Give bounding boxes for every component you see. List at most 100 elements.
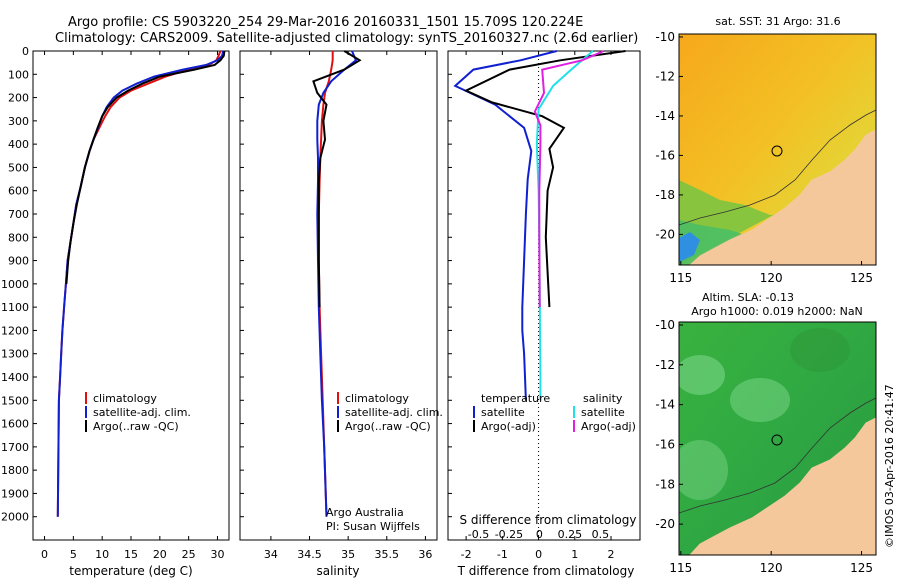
annotation-pi: PI: Susan Wijffels bbox=[326, 520, 420, 533]
sla-map: Altim. SLA: -0.13 Argo h1000: 0.019 h200… bbox=[655, 291, 877, 575]
lon-tick-label: 120 bbox=[760, 561, 783, 575]
y-tick-label: 600 bbox=[8, 185, 29, 198]
sst-argo-location-marker bbox=[771, 145, 783, 157]
difference-plot: -2 -1 0 1 2 -0.5 -0.25 0 0.25 0.5 bbox=[448, 50, 626, 561]
temperature-plot: 0 5 10 15 20 25 300100200300400500600700800900… bbox=[1, 45, 226, 561]
series-line-t-satellite bbox=[453, 50, 557, 401]
lat-tick-label: -10 bbox=[655, 318, 675, 332]
s-tick-label: 0.5 bbox=[592, 528, 610, 541]
legend-argo-label: Argo(..raw -QC) bbox=[93, 420, 179, 433]
y-tick-label: 1500 bbox=[1, 394, 29, 407]
x-tick-label: 25 bbox=[182, 548, 196, 561]
lat-tick-label: -20 bbox=[655, 227, 675, 241]
s-tick-label: 0 bbox=[536, 528, 543, 541]
x-tick-label: -1 bbox=[497, 548, 508, 561]
sla-map-axes: 115 120 125 -10 -12 -14 -16 -18 -20 bbox=[655, 318, 873, 575]
series-line-climatology bbox=[56, 50, 222, 517]
sst-land bbox=[689, 34, 876, 265]
x-tick-label: 34 bbox=[264, 548, 278, 561]
lat-tick-label: -10 bbox=[655, 30, 675, 44]
salinity-plot-frame bbox=[239, 50, 438, 541]
y-tick-label: 0 bbox=[22, 45, 29, 58]
x-tick-label: 1 bbox=[571, 548, 578, 561]
legend-climatology-label: climatology bbox=[345, 392, 409, 405]
y-tick-label: 500 bbox=[8, 161, 29, 174]
lat-tick-label: -12 bbox=[655, 69, 675, 83]
figure-title-line1: Argo profile: CS 5903220_254 29-Mar-2016… bbox=[68, 15, 583, 30]
x-tick-label: 5 bbox=[70, 548, 77, 561]
y-tick-label: 1200 bbox=[1, 324, 29, 337]
y-tick-label: 1700 bbox=[1, 441, 29, 454]
legend-salinity-heading: salinity bbox=[583, 392, 623, 405]
y-tick-label: 1100 bbox=[1, 301, 29, 314]
y-tick-label: 1800 bbox=[1, 464, 29, 477]
y-tick-label: 1300 bbox=[1, 348, 29, 361]
salinity-legend: climatology satellite-adj. clim. Argo(..… bbox=[337, 392, 443, 433]
x-tick-label: 0 bbox=[535, 548, 542, 561]
lon-tick-label: 115 bbox=[669, 561, 692, 575]
difference-xlabel: T difference from climatology bbox=[457, 564, 635, 578]
sla-argo-location-marker bbox=[771, 434, 783, 446]
imos-watermark: ©IMOS 03-Apr-2016 20:41:47 bbox=[883, 384, 896, 548]
sst-map-title: sat. SST: 31 Argo: 31.6 bbox=[715, 15, 840, 28]
x-tick-label: 35.5 bbox=[375, 548, 400, 561]
y-tick-label: 400 bbox=[8, 138, 29, 151]
series-line-s-satellite bbox=[535, 50, 594, 401]
legend-satellite-label: satellite-adj. clim. bbox=[93, 406, 191, 419]
temperature-plot-frame bbox=[32, 50, 230, 541]
sla-map-title-line1: Altim. SLA: -0.13 bbox=[702, 291, 794, 304]
series-line-satellite-adj-clim- bbox=[316, 50, 358, 517]
sst-map: sat. SST: 31 Argo: 31.6 115 120 125 -10 -12 -… bbox=[655, 15, 877, 285]
lat-tick-label: -12 bbox=[655, 358, 675, 372]
sst-coastal-green bbox=[679, 220, 760, 265]
sla-high-patch-2 bbox=[730, 378, 790, 422]
x-tick-label: 20 bbox=[153, 548, 167, 561]
temperature-xlabel: temperature (deg C) bbox=[69, 564, 192, 578]
s-tick-label: -0.25 bbox=[495, 528, 523, 541]
legend-t-argo-label: Argo(-adj) bbox=[481, 420, 536, 433]
sst-map-frame bbox=[678, 33, 877, 266]
y-tick-label: 1400 bbox=[1, 371, 29, 384]
y-tick-label: 700 bbox=[8, 208, 29, 221]
sst-bathymetry-contour bbox=[679, 109, 876, 226]
lon-tick-label: 125 bbox=[850, 271, 873, 285]
sla-high-patch-3 bbox=[679, 440, 728, 500]
legend-satellite-label: satellite-adj. clim. bbox=[345, 406, 443, 419]
legend-s-satellite-label: satellite bbox=[581, 406, 625, 419]
sla-bathymetry-contour bbox=[679, 397, 876, 514]
legend-temperature-heading: temperature bbox=[481, 392, 550, 405]
legend-argo-label: Argo(..raw -QC) bbox=[345, 420, 431, 433]
s-tick-label: 0.25 bbox=[558, 528, 583, 541]
figure-title-line2: Climatology: CARS2009. Satellite-adjuste… bbox=[55, 31, 638, 46]
lat-tick-label: -14 bbox=[655, 398, 675, 412]
x-tick-label: -2 bbox=[461, 548, 472, 561]
y-tick-label: 100 bbox=[8, 68, 29, 81]
difference-legend: temperature satellite Argo(-adj) salinit… bbox=[473, 392, 636, 433]
y-tick-label: 1000 bbox=[1, 278, 29, 291]
lon-tick-label: 115 bbox=[669, 271, 692, 285]
series-line-s-argo-adj- bbox=[533, 50, 605, 308]
legend-s-argo-label: Argo(-adj) bbox=[581, 420, 636, 433]
lon-tick-label: 120 bbox=[760, 271, 783, 285]
x-tick-label: 15 bbox=[124, 548, 138, 561]
y-tick-label: 1600 bbox=[1, 418, 29, 431]
series-line-argo-raw-qc- bbox=[312, 50, 362, 308]
x-tick-label: 30 bbox=[210, 548, 224, 561]
x-tick-label: 0 bbox=[41, 548, 48, 561]
legend-t-satellite-label: satellite bbox=[481, 406, 525, 419]
series-line-satellite-adj-clim- bbox=[56, 50, 225, 517]
sla-low-patch bbox=[790, 328, 850, 372]
series-line-argo-raw-qc- bbox=[65, 50, 226, 284]
x-tick-label: 35 bbox=[341, 548, 355, 561]
lat-tick-label: -16 bbox=[655, 148, 675, 162]
s-tick-label: -0.5 bbox=[468, 528, 489, 541]
lat-tick-label: -18 bbox=[655, 188, 675, 202]
x-tick-label: 10 bbox=[95, 548, 109, 561]
lat-tick-label: -20 bbox=[655, 517, 675, 531]
y-tick-label: 900 bbox=[8, 255, 29, 268]
y-tick-label: 300 bbox=[8, 115, 29, 128]
salinity-plot: 34 34.5 35 35.5 36 bbox=[240, 50, 432, 561]
lat-tick-label: -18 bbox=[655, 477, 675, 491]
sst-map-axes: 115 120 125 -10 -12 -14 -16 -18 -20 bbox=[655, 30, 873, 285]
legend-climatology-label: climatology bbox=[93, 392, 157, 405]
